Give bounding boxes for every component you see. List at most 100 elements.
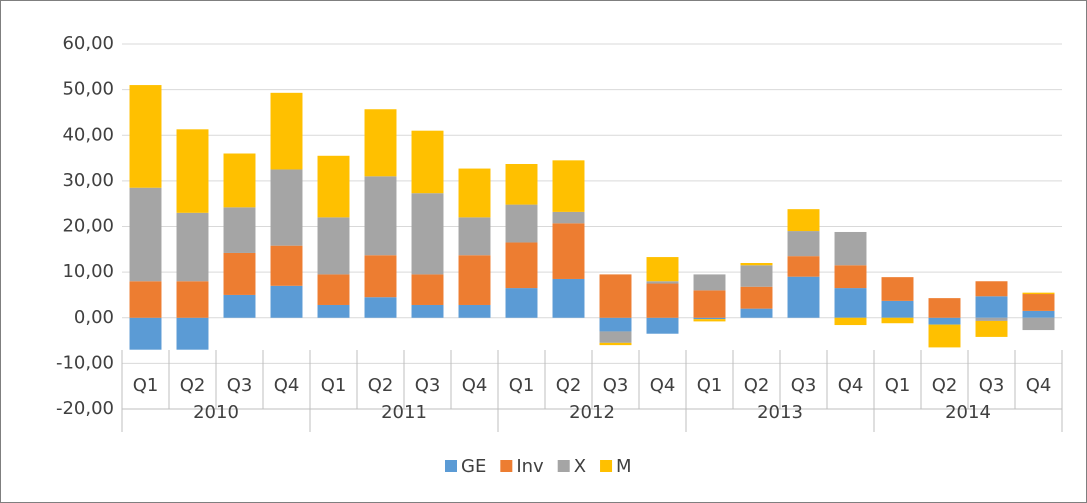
- x-tick-label: Q2: [368, 375, 394, 396]
- bar-segment: [317, 304, 350, 318]
- legend-label: X: [574, 456, 586, 477]
- bar-segment: [740, 308, 773, 318]
- x-tick-label: Q4: [462, 375, 488, 396]
- x-tick-label: Q2: [556, 375, 582, 396]
- bar-segment: [505, 288, 538, 318]
- bar-segment: [317, 217, 350, 275]
- y-tick-label: 10,00: [62, 261, 114, 282]
- x-tick-label: Q4: [838, 375, 864, 396]
- legend-label: GE: [461, 456, 486, 477]
- bar-segment: [270, 92, 303, 170]
- bar-segment: [787, 209, 820, 232]
- x-tick-label: Q2: [180, 375, 206, 396]
- bar-segment: [270, 245, 303, 286]
- bar-segment: [1022, 310, 1055, 318]
- bar-segment: [505, 204, 538, 243]
- legend-swatch: [600, 460, 613, 472]
- bar-segment: [1022, 294, 1055, 311]
- legend-swatch: [445, 460, 457, 472]
- bar-segment: [411, 274, 444, 305]
- y-tick-label: 50,00: [62, 79, 114, 100]
- bar-segment: [928, 317, 961, 325]
- bar-segment: [740, 265, 773, 287]
- y-tick-label: 20,00: [62, 216, 114, 237]
- bar-segment: [411, 193, 444, 275]
- bar-segment: [928, 298, 961, 318]
- bar-segment: [270, 169, 303, 246]
- y-tick-label: 40,00: [62, 124, 114, 145]
- bar-segment: [129, 281, 162, 318]
- bar-segment: [552, 278, 585, 318]
- bar-segment: [176, 317, 209, 350]
- x-tick-label: Q3: [979, 375, 1005, 396]
- x-tick-label: Q4: [650, 375, 676, 396]
- bar-segment: [881, 277, 914, 301]
- bar-segment: [834, 317, 867, 326]
- bar-segment: [364, 109, 397, 177]
- legend-swatch: [557, 460, 570, 472]
- bar-segment: [693, 274, 726, 291]
- bar-segment: [129, 187, 162, 282]
- x-tick-label: Q1: [697, 375, 723, 396]
- bar-segment: [646, 283, 679, 318]
- bar-segment: [787, 276, 820, 318]
- bar-segment: [881, 300, 914, 318]
- y-tick-label: 30,00: [62, 170, 114, 191]
- bar-segment: [411, 130, 444, 194]
- bar-segment: [270, 285, 303, 318]
- bar-segment: [505, 163, 538, 205]
- bar-segment: [223, 207, 256, 253]
- legend-swatch: [500, 460, 513, 472]
- bar-segment: [646, 281, 679, 284]
- y-tick-label: 60,00: [62, 33, 114, 54]
- bar-segment: [552, 223, 585, 279]
- legend-label: M: [616, 456, 632, 477]
- year-label: 2013: [757, 402, 803, 423]
- bar-segment: [458, 217, 491, 256]
- bar-segment: [552, 160, 585, 212]
- bar-segment: [364, 297, 397, 318]
- bar-segment: [176, 281, 209, 318]
- bar-segment: [599, 317, 632, 332]
- bar-segment: [834, 288, 867, 318]
- bar-segment: [740, 286, 773, 309]
- bar-segment: [975, 320, 1008, 337]
- bar-segment: [646, 317, 679, 334]
- bar-segment: [317, 274, 350, 305]
- year-label: 2011: [381, 402, 427, 423]
- bar-segment: [740, 263, 773, 266]
- x-tick-label: Q1: [321, 375, 347, 396]
- bar-segment: [223, 294, 256, 318]
- x-tick-label: Q3: [227, 375, 253, 396]
- x-tick-label: Q3: [603, 375, 629, 396]
- bar-segment: [223, 252, 256, 295]
- bar-segment: [834, 231, 867, 266]
- bar-segment: [1022, 292, 1055, 295]
- bar-segment: [458, 304, 491, 318]
- bar-segment: [1022, 317, 1055, 331]
- x-tick-label: Q1: [509, 375, 535, 396]
- bar-segment: [317, 155, 350, 218]
- bar-segment: [599, 274, 632, 318]
- year-label: 2012: [569, 402, 615, 423]
- x-tick-label: Q2: [744, 375, 770, 396]
- bar-segment: [834, 265, 867, 289]
- bar-segment: [129, 85, 162, 188]
- bar-segment: [599, 342, 632, 346]
- bar-segment: [364, 255, 397, 298]
- bar-segment: [693, 317, 726, 320]
- x-tick-label: Q4: [1026, 375, 1052, 396]
- bar-segment: [787, 231, 820, 257]
- x-tick-label: Q3: [415, 375, 441, 396]
- x-tick-label: Q2: [932, 375, 958, 396]
- bar-segment: [928, 324, 961, 348]
- bar-segment: [693, 290, 726, 318]
- bar-segment: [176, 212, 209, 282]
- bar-segment: [458, 168, 491, 218]
- year-label: 2014: [945, 402, 991, 423]
- bar-segment: [552, 211, 585, 224]
- bar-segment: [787, 256, 820, 277]
- bar-segment: [975, 317, 1008, 321]
